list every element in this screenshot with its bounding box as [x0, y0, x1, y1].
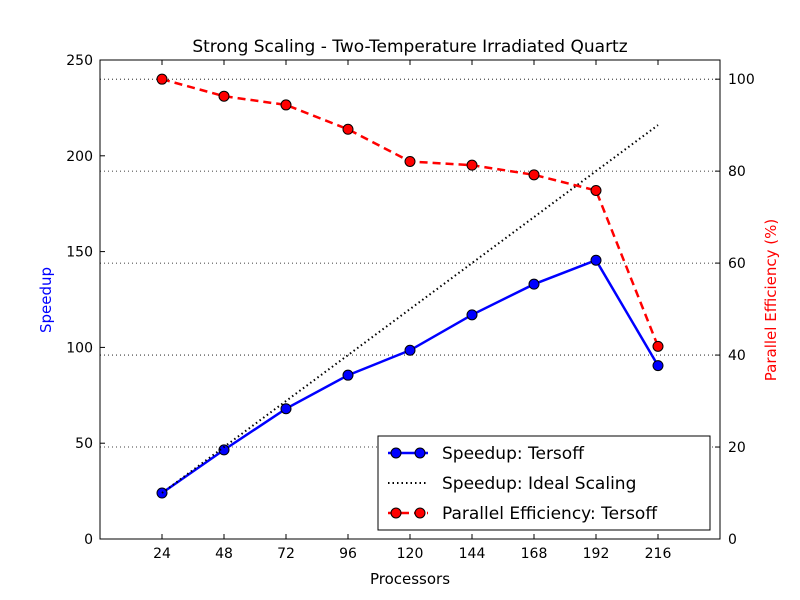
y2-tick-label: 80 [728, 164, 746, 180]
data-point [280, 99, 292, 111]
legend-label: Speedup: Ideal Scaling [442, 474, 636, 494]
data-point [404, 344, 416, 356]
x-axis-label: Processors [370, 570, 450, 588]
y2-tick-label: 60 [728, 256, 746, 272]
legend: Speedup: Tersoff Speedup: Ideal Scaling Pa… [377, 435, 711, 531]
data-point [466, 309, 478, 321]
x-tick-label: 144 [459, 546, 486, 562]
data-point [156, 487, 168, 499]
y2-tick-label: 100 [728, 72, 755, 88]
x-tick-label: 120 [397, 546, 424, 562]
legend-label: Parallel Efficiency: Tersoff [442, 504, 658, 524]
data-point [528, 169, 540, 181]
legend-box [377, 435, 711, 531]
y-tick-label: 50 [75, 436, 93, 452]
data-point [342, 369, 354, 381]
x-tick-label: 192 [583, 546, 610, 562]
data-point [280, 403, 292, 415]
data-point [218, 444, 230, 456]
axes: 24 48 72 96 120 144 168 192 216 0 50 100 150 200 250 0 2… [66, 53, 754, 562]
y2-tick-label: 0 [728, 532, 737, 548]
data-point [218, 90, 230, 102]
data-point [528, 278, 540, 290]
data-point [156, 73, 168, 85]
chart-title: Strong Scaling - Two-Temperature Irradia… [192, 37, 627, 57]
data-point [590, 254, 602, 266]
legend-marker [414, 447, 426, 459]
legend-marker [390, 507, 402, 519]
data-point [466, 159, 478, 171]
y-tick-label: 250 [66, 53, 93, 69]
legend-marker [414, 507, 426, 519]
x-tick-label: 216 [645, 546, 672, 562]
x-tick-label: 168 [521, 546, 548, 562]
legend-label: Speedup: Tersoff [442, 444, 585, 464]
y2-tick-label: 40 [728, 348, 746, 364]
y-tick-label: 100 [66, 340, 93, 356]
legend-marker [390, 447, 402, 459]
data-point [590, 184, 602, 196]
x-tick-label: 48 [215, 546, 233, 562]
y-tick-label: 150 [66, 245, 93, 261]
y2-axis-label: Parallel Efficiency (%) [762, 219, 780, 381]
data-point [342, 123, 354, 135]
series-line-2 [161, 77, 660, 347]
data-point [652, 360, 664, 372]
data-point [652, 340, 664, 352]
x-tick-label: 24 [153, 546, 171, 562]
y-tick-label: 0 [84, 532, 93, 548]
x-tick-label: 72 [277, 546, 295, 562]
x-tick-label: 96 [339, 546, 357, 562]
data-point [404, 155, 416, 167]
y-axis-label: Speedup [37, 267, 55, 333]
y-tick-label: 200 [66, 149, 93, 165]
series-layer [156, 73, 664, 499]
y2-tick-label: 20 [728, 440, 746, 456]
